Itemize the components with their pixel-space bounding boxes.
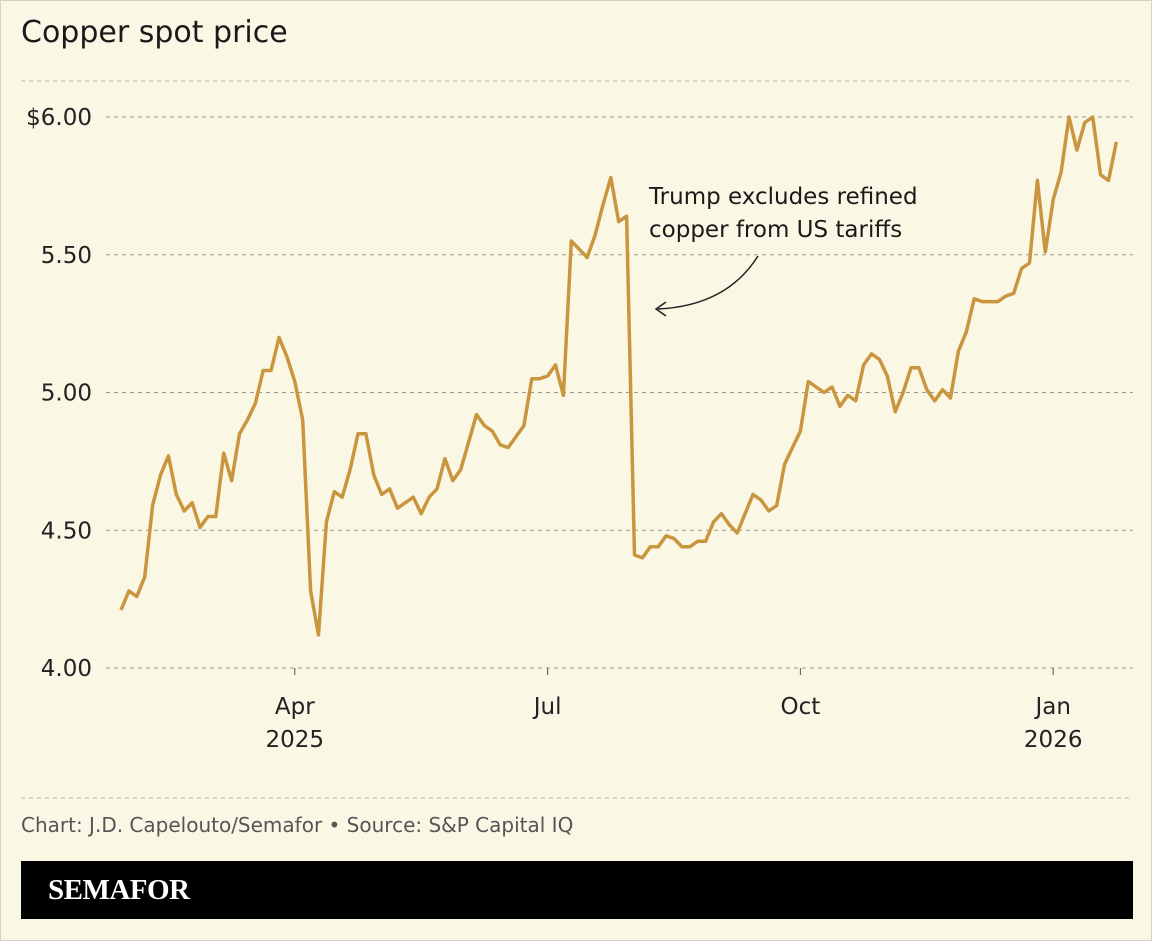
annotation-arrowhead bbox=[654, 301, 667, 317]
price-line bbox=[119, 115, 1119, 637]
annotation-arrow bbox=[657, 255, 759, 310]
brand-logo: SEMAFOR bbox=[48, 874, 190, 906]
y-tick-label: $6.00 bbox=[26, 105, 92, 131]
source: Chart: J.D. Capelouto/Semafor • Source: … bbox=[21, 813, 574, 837]
y-tick-label: 5.00 bbox=[41, 381, 92, 407]
chart-title: Copper spot price bbox=[21, 15, 288, 50]
x-tick-label: Jan 2026 bbox=[1024, 694, 1083, 753]
x-tick-label: Apr 2025 bbox=[266, 694, 325, 753]
y-tick-label: 4.50 bbox=[41, 518, 92, 544]
brand-bar: SEMAFOR bbox=[21, 861, 1133, 919]
x-tick-label: Jul bbox=[532, 694, 562, 720]
y-tick-label: 5.50 bbox=[41, 243, 92, 269]
y-tick-label: 4.00 bbox=[41, 656, 92, 682]
annotation: Trump excludes refined copper from US ta… bbox=[649, 184, 918, 243]
x-tick-label: Oct bbox=[781, 694, 821, 720]
